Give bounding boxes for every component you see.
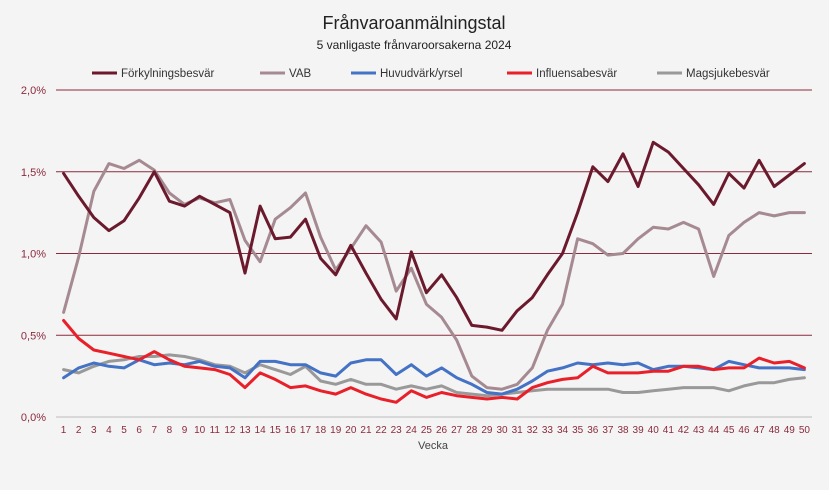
x-tick-label: 24 <box>406 425 418 436</box>
x-tick-label: 18 <box>315 425 327 436</box>
x-tick-label: 31 <box>512 425 524 436</box>
x-axis-ticks: 1 2 3 4 5 6 7 8 9 10 11 12 13 14 15 16 17 18 19 20 21 22 23 24 2… <box>61 425 811 436</box>
x-tick-label: 29 <box>481 425 493 436</box>
x-tick-label: 37 <box>602 425 614 436</box>
x-tick-label: 3 <box>91 425 97 436</box>
x-tick-label: 25 <box>421 425 433 436</box>
legend-label: Huvudvärk/yrsel <box>380 68 462 80</box>
x-tick-label: 26 <box>436 425 448 436</box>
chart-title: Frånvaroanmälningstal <box>322 13 505 33</box>
x-tick-label: 42 <box>678 425 690 436</box>
legend-label: VAB <box>289 68 311 80</box>
x-tick-label: 48 <box>769 425 781 436</box>
x-tick-label: 35 <box>572 425 584 436</box>
x-tick-label: 23 <box>391 425 403 436</box>
x-tick-label: 33 <box>542 425 554 436</box>
x-tick-label: 34 <box>557 425 569 436</box>
x-tick-label: 44 <box>708 425 720 436</box>
x-tick-label: 17 <box>300 425 312 436</box>
y-tick-label: 2,0% <box>21 85 46 97</box>
series-line-0 <box>62 140 806 332</box>
x-tick-label: 22 <box>376 425 388 436</box>
y-tick-label: 1,5% <box>21 167 46 179</box>
legend: Förkylningsbesvär VAB Huvudvärk/yrsel Influ… <box>92 68 770 80</box>
x-tick-label: 38 <box>617 425 629 436</box>
x-tick-label: 49 <box>784 425 796 436</box>
x-tick-label: 47 <box>754 425 766 436</box>
x-tick-label: 50 <box>799 425 811 436</box>
x-tick-label: 46 <box>738 425 750 436</box>
x-tick-label: 45 <box>723 425 735 436</box>
x-tick-label: 30 <box>496 425 508 436</box>
x-tick-label: 41 <box>663 425 675 436</box>
x-tick-label: 11 <box>210 425 221 436</box>
y-tick-label: 0,5% <box>21 330 46 342</box>
x-tick-label: 2 <box>76 425 82 436</box>
x-tick-label: 20 <box>345 425 357 436</box>
x-tick-label: 27 <box>451 425 463 436</box>
x-tick-label: 14 <box>255 425 267 436</box>
chart-subtitle: 5 vanligaste frånvaroorsakerna 2024 <box>317 38 512 52</box>
y-tick-label: 0,0% <box>21 412 46 424</box>
x-tick-label: 21 <box>360 425 372 436</box>
legend-label: Förkylningsbesvär <box>121 68 214 80</box>
x-tick-label: 36 <box>587 425 599 436</box>
x-tick-label: 43 <box>693 425 705 436</box>
y-axis-ticks: 0,0% 0,5% 1,0% 1,5% 2,0% <box>21 85 46 424</box>
series-line-4 <box>62 353 806 398</box>
x-tick-label: 39 <box>633 425 645 436</box>
legend-label: Influensabesvär <box>536 68 617 80</box>
x-tick-label: 12 <box>224 425 236 436</box>
x-tick-label: 1 <box>61 425 67 436</box>
x-tick-label: 8 <box>167 425 173 436</box>
x-tick-label: 15 <box>270 425 282 436</box>
x-tick-label: 7 <box>151 425 157 436</box>
x-axis-label: Vecka <box>418 440 449 452</box>
series-line-3 <box>62 319 806 404</box>
x-tick-label: 19 <box>330 425 342 436</box>
x-tick-label: 28 <box>466 425 478 436</box>
x-tick-label: 40 <box>648 425 660 436</box>
x-tick-label: 13 <box>239 425 251 436</box>
y-tick-label: 1,0% <box>21 249 46 261</box>
x-tick-label: 9 <box>182 425 188 436</box>
x-tick-label: 16 <box>285 425 297 436</box>
legend-label: Magsjukebesvär <box>686 68 770 80</box>
series-lines <box>62 140 806 404</box>
x-tick-label: 6 <box>136 425 142 436</box>
x-tick-label: 5 <box>121 425 127 436</box>
x-tick-label: 4 <box>106 425 112 436</box>
x-tick-label: 10 <box>194 425 206 436</box>
x-tick-label: 32 <box>527 425 539 436</box>
